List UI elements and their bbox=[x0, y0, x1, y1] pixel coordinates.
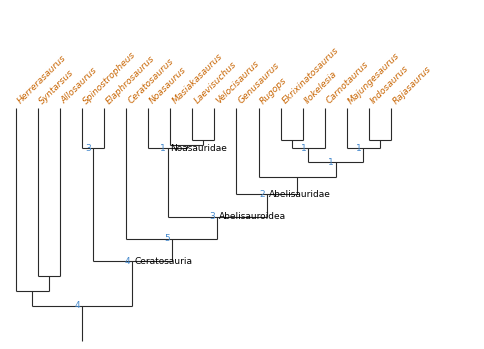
Text: Abelisauridae: Abelisauridae bbox=[269, 190, 331, 199]
Text: Herrerasaurus: Herrerasaurus bbox=[16, 53, 68, 106]
Text: Noasauridae: Noasauridae bbox=[170, 144, 227, 153]
Text: 4: 4 bbox=[75, 301, 81, 310]
Text: Masiakasaurus: Masiakasaurus bbox=[170, 52, 224, 106]
Text: Rajasaurus: Rajasaurus bbox=[391, 64, 433, 106]
Text: 3: 3 bbox=[210, 212, 215, 221]
Text: Ceratosauria: Ceratosauria bbox=[135, 257, 193, 266]
Text: Velocisaurus: Velocisaurus bbox=[214, 59, 261, 106]
Text: Ceratosaurus: Ceratosaurus bbox=[126, 57, 175, 106]
Text: Spinostropheus: Spinostropheus bbox=[82, 50, 138, 106]
Text: 2: 2 bbox=[259, 190, 265, 199]
Text: Allosaurus: Allosaurus bbox=[60, 66, 100, 106]
Text: Majungesaurus: Majungesaurus bbox=[347, 51, 402, 106]
Text: Ilokelesia: Ilokelesia bbox=[302, 69, 339, 106]
Text: Abelisauroidea: Abelisauroidea bbox=[219, 212, 287, 221]
Text: Genusaurus: Genusaurus bbox=[237, 61, 281, 106]
Text: Carnotaurus: Carnotaurus bbox=[325, 60, 371, 106]
Text: Noasaurus: Noasaurus bbox=[148, 65, 189, 106]
Text: 1: 1 bbox=[328, 158, 334, 166]
Text: Syntarsus: Syntarsus bbox=[38, 67, 76, 106]
Text: 3: 3 bbox=[86, 144, 91, 153]
Text: Indosaurus: Indosaurus bbox=[369, 64, 410, 106]
Text: 1: 1 bbox=[356, 144, 362, 153]
Text: 1: 1 bbox=[160, 144, 166, 153]
Text: 5: 5 bbox=[164, 235, 170, 244]
Text: Ekrixinatosaurus: Ekrixinatosaurus bbox=[281, 46, 340, 106]
Text: 1: 1 bbox=[301, 144, 306, 153]
Text: Rugops: Rugops bbox=[258, 75, 289, 106]
Text: 4: 4 bbox=[125, 257, 131, 266]
Text: Laevisuchus: Laevisuchus bbox=[192, 60, 238, 106]
Text: Elaphrosaurus: Elaphrosaurus bbox=[104, 53, 156, 106]
